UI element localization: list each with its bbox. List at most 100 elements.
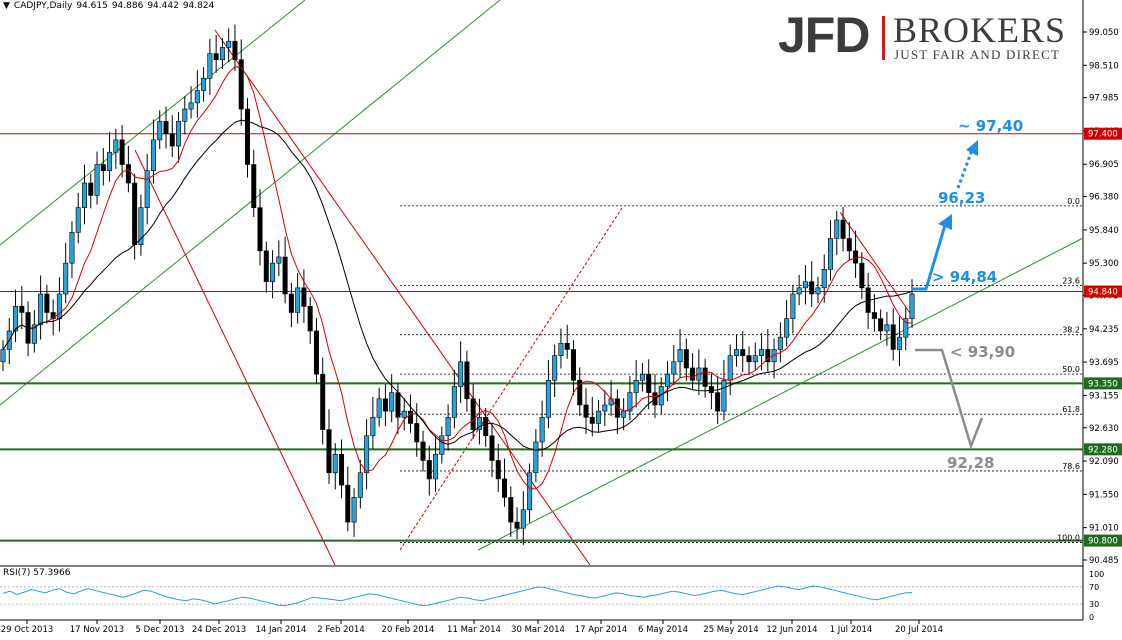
candle-body (552, 355, 558, 381)
lower-channel-line (0, 0, 501, 406)
candle-body (740, 349, 746, 356)
candle-body (38, 293, 44, 326)
candle-body (846, 238, 852, 252)
x-tick-label: 17 Apr 2014 (575, 625, 628, 635)
candle-body (188, 102, 194, 110)
x-tick-label: 29 Oct 2013 (1, 625, 54, 635)
level-label: 92.280 (1088, 445, 1118, 455)
rsi-header: RSI(7) 57.3966 (3, 568, 71, 578)
candle-body (495, 460, 501, 480)
candle-body (163, 121, 169, 135)
x-tick-label: 20 Jul 2014 (895, 625, 943, 635)
candle-body (81, 182, 87, 208)
y-tick-label: 92.090 (1089, 457, 1119, 467)
candle-body (577, 380, 583, 406)
bullish-arrow (912, 221, 948, 291)
candle-body (708, 386, 714, 393)
x-tick-label: 2 Feb 2014 (317, 625, 365, 635)
candle-body (332, 453, 338, 474)
logo-brokers: BROKERS (893, 10, 1067, 50)
candle-body (502, 478, 508, 498)
candle-body (288, 293, 294, 313)
y-tick-label: 98.510 (1089, 61, 1119, 71)
bullish-scenario (912, 140, 978, 291)
x-tick-label: 11 Mar 2014 (447, 625, 501, 635)
candle-body (909, 293, 915, 319)
collapse-triangle-icon[interactable]: ▼ (3, 1, 10, 11)
close-value: 94.824 (182, 1, 215, 11)
candle-body (508, 497, 514, 523)
candle-body (727, 355, 733, 381)
candle-body (69, 232, 75, 264)
rsi-level-label: 70 (1089, 583, 1099, 592)
x-tick-label: 24 Dec 2013 (192, 625, 246, 635)
candle-body (715, 392, 721, 412)
candle-body (483, 416, 489, 437)
candle-body (608, 398, 614, 406)
candle-body (558, 343, 564, 356)
candle-body (182, 108, 188, 122)
candle-body (345, 484, 351, 523)
candle-body (50, 312, 56, 319)
candle-body (677, 349, 683, 363)
candle-body (226, 40, 232, 48)
y-tick-label: 93.155 (1089, 391, 1119, 401)
candle-body (376, 398, 382, 418)
candle-body (395, 392, 401, 418)
candle-body (176, 121, 182, 147)
candle-body (834, 219, 840, 239)
high-value: 94.886 (111, 1, 144, 11)
bearish-arrow (915, 348, 984, 450)
rsi-level-label: 30 (1089, 600, 1099, 609)
candle-body (75, 207, 81, 233)
candle-body (702, 367, 708, 387)
candle-body (828, 238, 834, 270)
x-tick-label: 20 Feb 2014 (382, 625, 435, 635)
candle-body (859, 262, 865, 289)
downtrend-channel-lower (134, 149, 336, 566)
y-tick-label: 91.010 (1089, 524, 1119, 534)
logo-jfd: JFD (778, 7, 870, 63)
candle-body (19, 306, 25, 313)
x-tick-label: 30 Mar 2014 (511, 625, 565, 635)
candle-body (351, 497, 357, 523)
candle-body (765, 349, 771, 363)
candle-body (802, 281, 808, 289)
candle-body (88, 182, 94, 196)
candle-body (545, 380, 551, 418)
x-tick-label: 17 Nov 2013 (70, 625, 124, 635)
low-value: 94.442 (147, 1, 179, 11)
candle-body (458, 361, 464, 387)
candle-body (320, 373, 326, 430)
bearish-scenario (915, 348, 984, 450)
candle-body (157, 121, 163, 141)
level-badge (1084, 534, 1122, 547)
candle-body (570, 349, 576, 381)
annotation-label: 96,23 (938, 189, 985, 207)
fib-level-label: 50.0 (1062, 365, 1080, 374)
candle-body (125, 164, 131, 184)
candle-body (683, 349, 689, 369)
candle-body (364, 435, 370, 474)
candle-body (357, 472, 363, 498)
candle-body (194, 90, 200, 104)
x-tick-label: 12 Jun 2014 (766, 625, 817, 635)
candle-body (621, 410, 627, 418)
candle-body (307, 306, 313, 332)
candle-body (433, 453, 439, 480)
symbol-label: CADJPY,Daily (13, 1, 73, 11)
x-tick-label: 6 May 2014 (638, 625, 688, 635)
candle-body (207, 53, 213, 79)
candle-body (407, 410, 413, 424)
level-badge (1084, 285, 1122, 298)
bullish-dotted-arrow (956, 149, 974, 189)
candle-body (301, 287, 307, 307)
candle-body (201, 77, 207, 91)
candle-body (853, 250, 859, 264)
candle-body (276, 256, 282, 264)
slow-moving-average (2, 119, 913, 451)
level-badge (1084, 377, 1122, 390)
candle-body (232, 40, 238, 61)
candle-body (878, 318, 884, 332)
